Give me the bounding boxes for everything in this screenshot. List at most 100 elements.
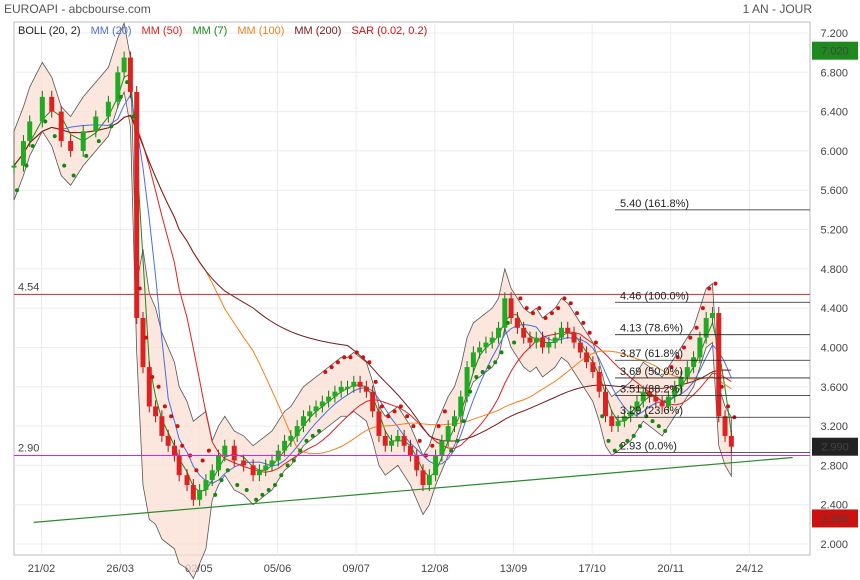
candle [634, 401, 640, 412]
candle [27, 121, 33, 142]
sar-dot [637, 424, 642, 429]
sar-dot [461, 419, 466, 424]
sar-dot [562, 296, 567, 301]
candle [332, 391, 338, 397]
candle [672, 386, 678, 397]
sar-dot [694, 325, 699, 330]
candle [93, 116, 99, 132]
sar-dot [625, 438, 630, 443]
sar-dot [206, 448, 211, 453]
sar-dot [367, 360, 372, 365]
candle [521, 327, 527, 338]
sar-dot [335, 360, 340, 365]
candle [722, 416, 728, 436]
candle [115, 72, 121, 102]
sar-dot [587, 330, 592, 335]
sar-dot [713, 281, 718, 286]
candle [508, 298, 514, 318]
candle [389, 440, 395, 446]
sar-dot [480, 370, 485, 375]
sar-dot [162, 404, 167, 409]
sar-dot [180, 443, 185, 448]
fib-label: 4.46 (100.0%) [620, 290, 689, 302]
candle [489, 337, 495, 343]
sar-dot [373, 379, 378, 384]
sar-dot [291, 458, 296, 463]
sar-dot [606, 438, 611, 443]
sar-dot [386, 414, 391, 419]
candle [691, 357, 697, 368]
sar-dot [244, 487, 249, 492]
sar-dot [436, 424, 441, 429]
sar-dot [593, 340, 598, 345]
level-label: 2.90 [18, 443, 39, 455]
candle [190, 485, 196, 500]
candle [565, 327, 571, 333]
candle [140, 317, 146, 368]
y-tick-label: 2.800 [820, 460, 848, 472]
candle [363, 386, 369, 392]
sar-dot [493, 360, 498, 365]
sar-dot [71, 173, 76, 178]
y-tick-label: 5.200 [820, 225, 848, 237]
sar-dot [530, 311, 535, 316]
sar-dot [700, 306, 705, 311]
fib-label: 5.40 (161.8%) [620, 198, 689, 210]
candle [401, 435, 407, 446]
sar-dot [96, 139, 101, 144]
x-tick-label: 12/08 [421, 563, 449, 575]
sar-dot [398, 404, 403, 409]
y-tick-label: 7.200 [820, 28, 848, 40]
sar-dot [411, 424, 416, 429]
candle [307, 411, 313, 417]
sar-dot [219, 478, 224, 483]
x-tick-label: 20/11 [657, 563, 684, 575]
candle [263, 465, 269, 471]
candle [250, 465, 256, 476]
candle [241, 460, 247, 466]
sar-dot [354, 350, 359, 355]
sar-dot [417, 438, 422, 443]
sar-dot [298, 448, 303, 453]
sar-dot [200, 458, 205, 463]
sar-dot [707, 286, 712, 291]
sar-dot [348, 355, 353, 360]
candle [728, 435, 734, 447]
candle [269, 460, 275, 466]
sar-dot [518, 296, 523, 301]
sar-dot [505, 320, 510, 325]
sar-dot [361, 355, 366, 360]
sar-dot [194, 468, 199, 473]
candle [171, 445, 177, 456]
y-tick-label: 4.400 [820, 303, 848, 315]
last-price-badge: 2.990 [821, 442, 849, 454]
legend-item: MM (20) [90, 25, 132, 37]
candle [209, 470, 215, 481]
candle [602, 391, 608, 417]
sar-dot [143, 335, 148, 340]
sar-dot [260, 492, 265, 497]
y-tick-label: 3.200 [820, 421, 848, 433]
candle [326, 396, 332, 402]
candle [184, 475, 190, 486]
candle [596, 372, 602, 392]
candle [577, 342, 583, 353]
x-tick-label: 13/09 [500, 563, 528, 575]
candle [659, 401, 665, 407]
sar-dot [329, 365, 334, 370]
sar-dot [600, 414, 605, 419]
sar-dot [392, 409, 397, 414]
candle [546, 342, 552, 348]
candle [121, 57, 127, 73]
candle [338, 386, 344, 392]
sar-dot [663, 428, 668, 433]
candle [558, 327, 564, 338]
candle [533, 337, 539, 343]
sar-dot [304, 438, 309, 443]
candle [527, 337, 533, 343]
legend-item: BOLL (20, 2) [18, 25, 81, 37]
candle [68, 141, 74, 151]
legend-item: MM (7) [192, 25, 228, 37]
sar-dot [84, 153, 89, 158]
